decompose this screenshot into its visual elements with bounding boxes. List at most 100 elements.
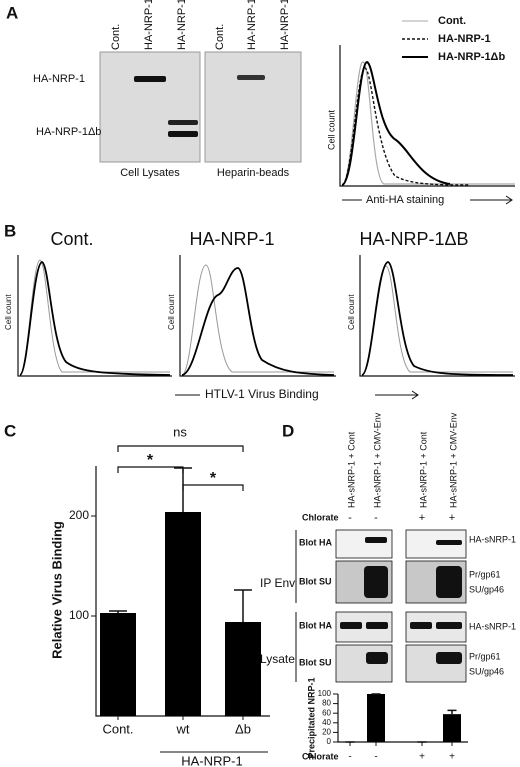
band-label: HA-sNRP-1 <box>469 534 516 544</box>
band <box>168 120 198 125</box>
band-label: Pr/gp61 <box>469 651 501 661</box>
band <box>168 131 198 137</box>
annotation: * <box>210 470 217 487</box>
blot <box>99 51 201 163</box>
bar <box>100 613 136 716</box>
subtitle: Cont. <box>50 229 93 249</box>
bar <box>165 512 201 716</box>
axis-title: Relative Virus Binding <box>49 521 64 659</box>
band <box>237 75 265 80</box>
lane-label: HA-sNRP-1 + CMV-Env <box>448 412 458 508</box>
axis-title: Cell count <box>167 294 176 330</box>
axis <box>339 45 515 187</box>
histogram <box>341 61 515 186</box>
histogram <box>181 267 335 376</box>
blot-label: Blot SU <box>299 576 332 586</box>
sign: - <box>374 512 378 524</box>
lane-label: HA-sNRP-1 + CMV-Env <box>372 412 382 508</box>
blot <box>204 51 302 163</box>
annotation: ns <box>173 424 187 439</box>
lane-label: HA-NRP-1 <box>143 0 155 50</box>
sign: - <box>348 512 352 524</box>
band-label: SU/gp46 <box>469 584 504 594</box>
bracket <box>117 445 244 452</box>
lane-label: HA-NRP-1Δb <box>176 0 188 50</box>
y-tick-label: 40 <box>322 718 331 727</box>
lane-label: HA-NRP-1Δb <box>279 0 291 50</box>
row-label: Chlorate <box>302 512 339 522</box>
band-label: HA-NRP-1 <box>33 73 85 85</box>
histogram <box>19 261 171 376</box>
histogram <box>19 259 170 376</box>
panel-label: D <box>282 421 294 440</box>
axis <box>359 255 515 377</box>
band-label: SU/gp46 <box>469 666 504 676</box>
bar <box>225 622 261 716</box>
legend-label: HA-NRP-1Δb <box>438 51 505 63</box>
group-label: IP Env <box>260 576 295 590</box>
panel-label: C <box>4 421 16 440</box>
axis-title: Cell count <box>326 109 336 150</box>
x-tick-label: - <box>348 752 351 763</box>
y-tick-label: 200 <box>69 508 89 522</box>
y-tick-label: 80 <box>322 699 331 708</box>
error-bar <box>174 467 192 512</box>
panel-label: A <box>6 3 18 22</box>
lane-label: HA-sNRP-1 + Cont <box>418 431 428 508</box>
histogram <box>341 60 451 186</box>
arrow <box>375 390 419 400</box>
y-tick-label: 60 <box>322 708 331 717</box>
axis-title: Anti-HA staining <box>366 194 444 206</box>
lane-label: HA-sNRP-1 + Cont <box>346 431 356 508</box>
panel-label: B <box>4 221 16 240</box>
bar <box>367 694 385 742</box>
axis-title: Cell count <box>347 294 356 330</box>
axis-title: Chlorate <box>302 751 339 761</box>
histogram <box>181 264 334 376</box>
x-tick-label: Cont. <box>102 721 133 736</box>
blot-label: Blot SU <box>299 657 332 667</box>
error-bar <box>234 589 252 622</box>
subtitle: HA-NRP-1 <box>189 229 274 249</box>
sign: + <box>419 512 425 524</box>
error-bar <box>109 610 127 613</box>
band <box>134 76 166 82</box>
bar <box>443 714 461 742</box>
sign: + <box>449 512 455 524</box>
legend-label: Cont. <box>438 15 466 27</box>
axis <box>95 466 270 717</box>
axis <box>179 255 336 377</box>
legend-label: HA-NRP-1 <box>438 33 491 45</box>
blot-label: Blot HA <box>299 620 332 630</box>
x-tick-label: + <box>449 752 455 763</box>
x-tick-label: Δb <box>235 721 251 736</box>
arrow <box>470 195 513 205</box>
axis-title: Precipitated NRP-1 <box>306 677 316 758</box>
y-tick-label: 100 <box>69 608 89 622</box>
y-tick-label: 100 <box>318 689 332 698</box>
band-label: Pr/gp61 <box>469 569 501 579</box>
histogram <box>361 261 514 376</box>
group-label: Lysate <box>260 652 295 666</box>
group-label: HA-NRP-1 <box>181 753 242 767</box>
axis-title: HTLV-1 Virus Binding <box>205 387 319 401</box>
bands <box>340 537 462 664</box>
y-tick-label: 0 <box>327 737 332 746</box>
x-tick-label: - <box>374 752 377 763</box>
error-bar <box>447 709 457 715</box>
lane-label: HA-NRP-1 <box>246 0 258 50</box>
y-tick-label: 20 <box>322 728 331 737</box>
lane-label: Cont. <box>110 24 122 50</box>
blot-label: Cell Lysates <box>120 167 180 179</box>
annotation: * <box>147 452 154 469</box>
x-tick-label: + <box>419 752 425 763</box>
histogram <box>361 265 513 376</box>
lane-label: Cont. <box>214 24 226 50</box>
x-tick-label: wt <box>176 721 190 736</box>
band-label: HA-NRP-1Δb <box>36 126 101 138</box>
blot-label: Heparin-beads <box>217 167 290 179</box>
blot-label: Blot HA <box>299 537 332 547</box>
band-label: HA-sNRP-1 <box>469 621 516 631</box>
axis <box>17 255 172 377</box>
